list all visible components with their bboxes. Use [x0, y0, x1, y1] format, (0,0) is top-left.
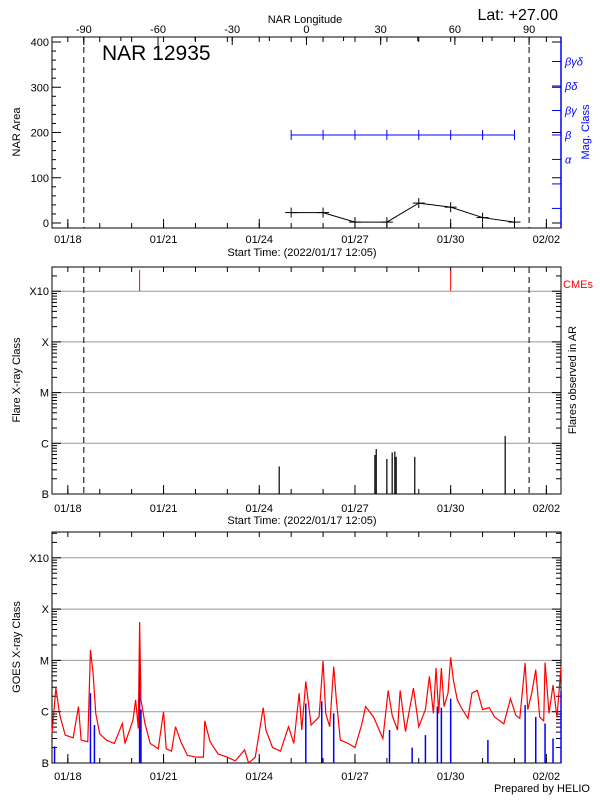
nar-area-axis-label: NAR Area	[11, 107, 23, 157]
region-title: NAR 12935	[102, 42, 211, 65]
x-tick-label: 01/18	[54, 771, 82, 783]
x-tick-label: 01/27	[341, 771, 369, 783]
goes-class-axis-label: GOES X-ray Class	[11, 601, 23, 693]
longitude-tick-label: -60	[150, 24, 166, 36]
x-tick-label: 01/24	[245, 234, 273, 246]
x-tick-label: 01/18	[54, 503, 82, 515]
x-tick-label: 02/02	[533, 503, 561, 515]
y-tick-label: X10	[29, 553, 49, 565]
top-axis-title: NAR Longitude	[268, 14, 343, 26]
y-tick-label: 0	[43, 218, 49, 230]
goes-long-line	[51, 622, 562, 765]
x-tick-label: 01/21	[150, 503, 178, 515]
y-tick-label: X	[42, 604, 50, 616]
x-tick-label: 01/30	[437, 234, 465, 246]
x-tick-label: 01/27	[341, 234, 369, 246]
x-tick-label: 01/24	[245, 503, 273, 515]
y-tick-label: B	[42, 758, 49, 770]
mag-class-tick-label: βδ	[564, 81, 578, 93]
log-panel-frame	[51, 266, 562, 495]
panel1-xlabel: Start Time: (2022/01/17 12:05)	[227, 247, 376, 259]
x-tick-label: 01/30	[437, 771, 465, 783]
longitude-tick-label: 0	[303, 24, 309, 36]
y-tick-label: B	[42, 489, 49, 501]
y-tick-label: C	[41, 707, 49, 719]
mag-class-axis-label: Mag. Class	[580, 104, 592, 160]
nar-area-line	[291, 202, 515, 223]
panel1-frame	[51, 36, 562, 229]
y-tick-label: 100	[31, 173, 49, 185]
mag-class-tick-label: βγδ	[564, 56, 584, 68]
y-tick-label: M	[40, 388, 49, 400]
longitude-tick-label: -90	[76, 24, 92, 36]
mag-class-tick-label: βγ	[564, 105, 578, 117]
mag-class-tick-label: α	[565, 154, 572, 166]
y-tick-label: C	[41, 438, 49, 450]
y-tick-label: 400	[31, 37, 49, 49]
y-tick-label: X	[42, 337, 50, 349]
latitude-label: Lat: +27.00	[477, 7, 558, 24]
cme-label: CMEs	[563, 279, 593, 291]
mag-class-tick-label: β	[564, 130, 572, 142]
y-tick-label: 200	[31, 128, 49, 140]
longitude-tick-label: 60	[449, 24, 461, 36]
y-tick-label: 300	[31, 82, 49, 94]
x-tick-label: 01/18	[54, 234, 82, 246]
x-tick-label: 01/27	[341, 503, 369, 515]
longitude-tick-label: -30	[224, 24, 240, 36]
y-tick-label: X10	[29, 286, 49, 298]
x-tick-label: 01/21	[150, 234, 178, 246]
x-tick-label: 01/30	[437, 503, 465, 515]
x-tick-label: 02/02	[533, 771, 561, 783]
longitude-tick-label: 30	[375, 24, 387, 36]
x-tick-label: 01/21	[150, 771, 178, 783]
y-tick-label: M	[40, 655, 49, 667]
x-tick-label: 01/24	[245, 771, 273, 783]
credit-label: Prepared by HELIO	[494, 783, 590, 795]
flare-class-axis-label: Flare X-ray Class	[11, 337, 23, 422]
longitude-tick-label: 90	[523, 24, 535, 36]
x-tick-label: 02/02	[533, 234, 561, 246]
flares-observed-axis-label: Flares observed in AR	[567, 326, 579, 434]
panel2-xlabel: Start Time: (2022/01/17 12:05)	[227, 515, 376, 527]
